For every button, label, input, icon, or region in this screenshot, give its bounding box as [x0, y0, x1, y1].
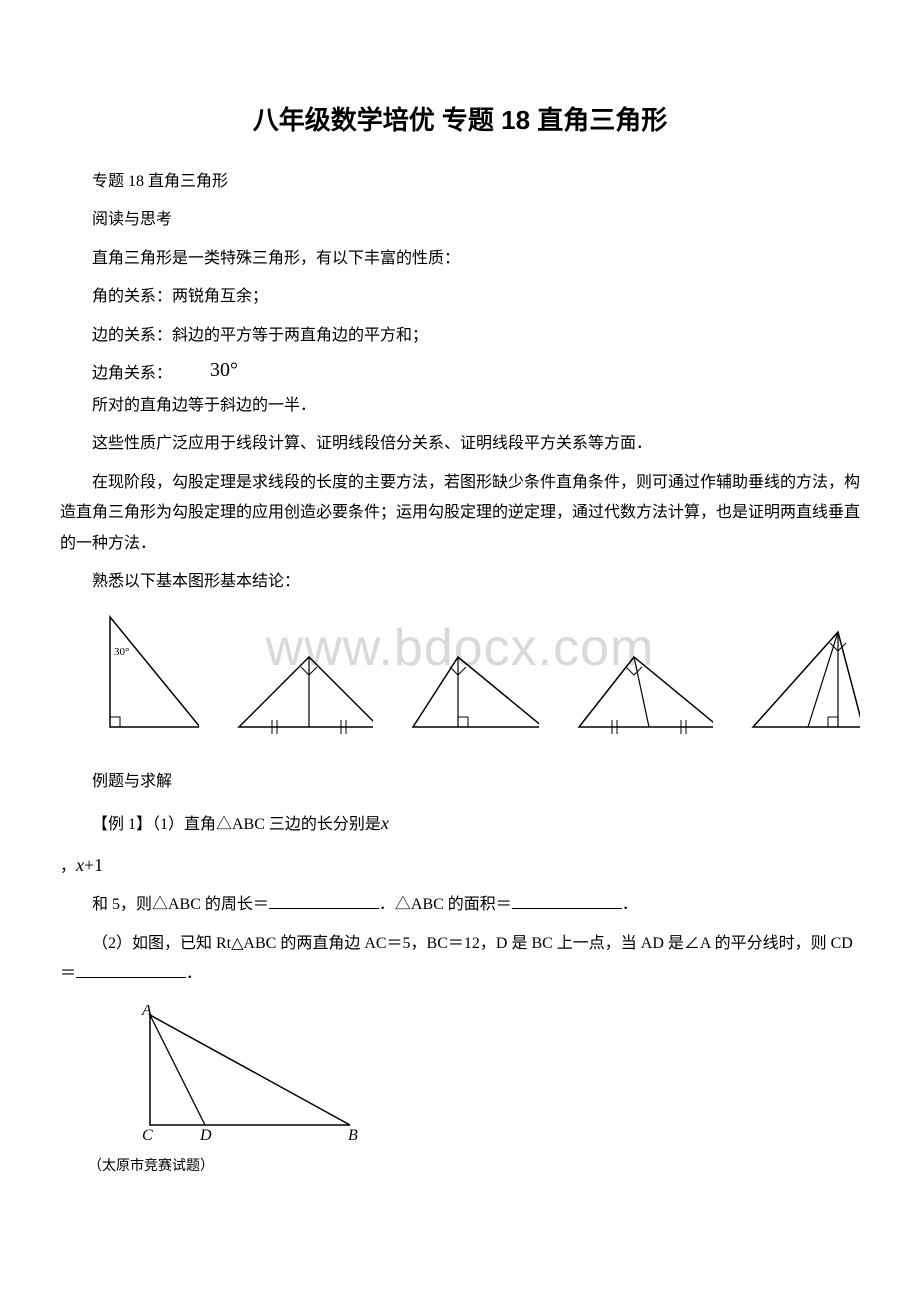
svg-text:C: C: [142, 1127, 153, 1144]
pythagoras-line: 在现阶段，勾股定理是求线段的长度的主要方法，若图形缺少条件直角条件，则可通过作辅…: [60, 468, 860, 559]
property-angle: 角的关系：两锐角互余；: [60, 282, 860, 312]
property-half: 所对的直角边等于斜边的一半．: [60, 391, 860, 421]
example-triangle-figure: A C D B: [120, 1005, 860, 1145]
example-1-part-2: （2）如图，已知 Rt△ABC 的两直角边 AC＝5，BC＝12，D 是 BC …: [60, 929, 860, 990]
svg-text:D: D: [199, 1127, 212, 1144]
intro-line: 直角三角形是一类特殊三角形，有以下丰富的性质：: [60, 244, 860, 274]
example-1-part-a: 【例 1】（1）直角△ABC 三边的长分别是x: [60, 806, 860, 840]
section-reading: 阅读与思考: [60, 205, 860, 235]
subtitle-line: 专题 18 直角三角形: [60, 167, 860, 197]
property-side: 边的关系：斜边的平方等于两直角边的平方和；: [60, 321, 860, 351]
page-title: 八年级数学培优 专题 18 直角三角形: [60, 100, 860, 137]
figure-5: [743, 627, 860, 737]
application-line: 这些性质广泛应用于线段计算、证明线段倍分关系、证明线段平方关系等方面．: [60, 429, 860, 459]
figures-row: 30°: [100, 607, 860, 737]
property-side-angle-prefix: 边角关系：: [60, 359, 172, 383]
example-1-x-plus-1: ，x+1: [60, 848, 860, 882]
svg-text:A: A: [141, 1005, 152, 1019]
svg-text:30°: 30°: [114, 646, 129, 658]
svg-text:B: B: [348, 1127, 358, 1144]
section-examples: 例题与求解: [60, 767, 860, 797]
thirty-degree: 30°: [178, 359, 238, 382]
figure-4: [569, 647, 713, 737]
source-note: （太原市竞赛试题）: [60, 1155, 860, 1175]
blank-perimeter: [269, 892, 379, 909]
figure-2: [229, 647, 373, 737]
figure-3: [403, 647, 538, 737]
example-1-blanks: 和 5，则△ABC 的周长＝．△ABC 的面积＝．: [60, 890, 860, 920]
blank-cd: [76, 961, 186, 978]
blank-area: [512, 892, 622, 909]
figure-1: 30°: [100, 607, 199, 737]
familiar-line: 熟悉以下基本图形基本结论：: [60, 567, 860, 597]
